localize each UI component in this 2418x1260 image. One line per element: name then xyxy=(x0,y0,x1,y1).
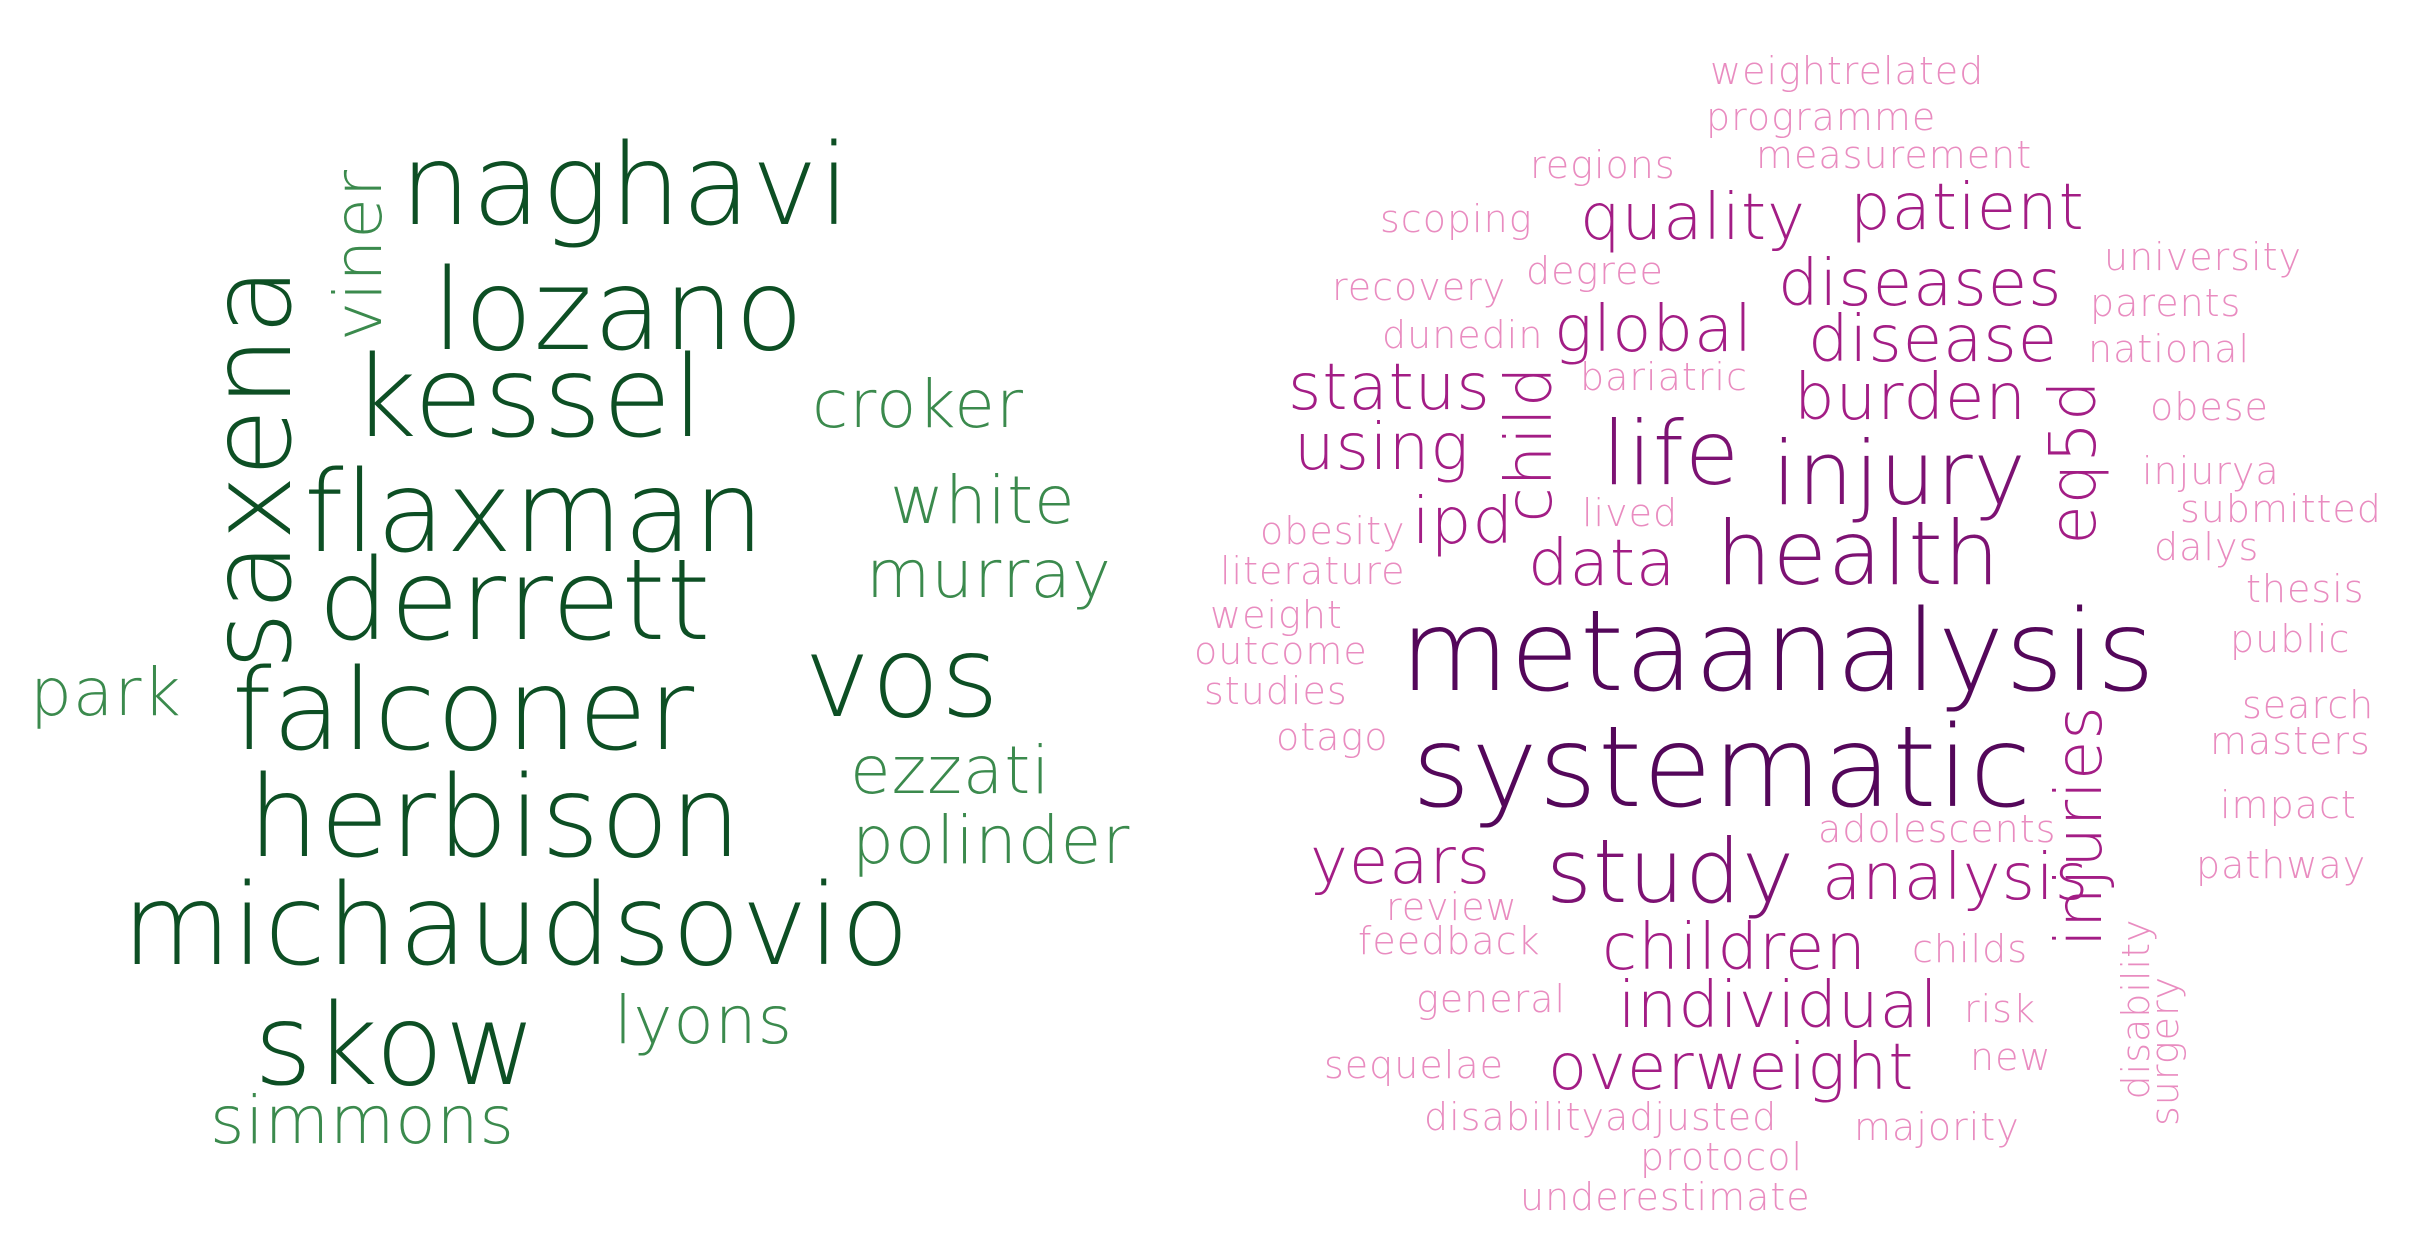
word-saxena: saxena xyxy=(187,265,317,670)
word-vos: vos xyxy=(804,613,1001,743)
word-analysis: analysis xyxy=(1822,841,2090,915)
word-general: general xyxy=(1416,977,1567,1021)
word-review: review xyxy=(1386,885,1518,929)
word-injurya: injurya xyxy=(2142,449,2280,493)
word-simmons: simmons xyxy=(210,1082,515,1159)
word-disabilityadjusted: disabilityadjusted xyxy=(1424,1095,1778,1139)
word-overweight: overweight xyxy=(1548,1031,1915,1105)
word-impact: impact xyxy=(2220,783,2357,827)
word-adolescents: adolescents xyxy=(1818,807,2057,851)
word-recovery: recovery xyxy=(1332,265,1507,309)
word-herbison: herbison xyxy=(248,753,743,883)
word-status: status xyxy=(1288,351,1491,425)
word-data: data xyxy=(1528,527,1677,601)
word-falconer: falconer xyxy=(232,646,696,776)
word-disease: disease xyxy=(1808,303,2059,377)
word-childs: childs xyxy=(1912,927,2029,971)
word-national: national xyxy=(2088,327,2251,371)
word-outcome: outcome xyxy=(1194,629,1368,673)
word-naghavi: naghavi xyxy=(400,121,851,251)
word-global: global xyxy=(1554,293,1753,367)
word-new: new xyxy=(1970,1035,2052,1079)
word-croker: croker xyxy=(812,366,1024,443)
word-programme: programme xyxy=(1706,95,1937,139)
word-pathway: pathway xyxy=(2196,843,2367,887)
word-children: children xyxy=(1602,911,1867,985)
word-obesity: obesity xyxy=(1260,509,1406,553)
word-measurement: measurement xyxy=(1756,133,2033,177)
word-thesis: thesis xyxy=(2246,567,2365,611)
word-risk: risk xyxy=(1964,987,2036,1031)
word-polinder: polinder xyxy=(852,802,1131,879)
word-search: search xyxy=(2242,683,2375,727)
word-otago: otago xyxy=(1276,715,1389,759)
word-bariatric: bariatric xyxy=(1580,355,1748,399)
word-years: years xyxy=(1310,825,1492,899)
word-scoping: scoping xyxy=(1380,197,1533,241)
word-dalys: dalys xyxy=(2154,525,2260,569)
word-submitted: submitted xyxy=(2180,487,2382,531)
word-burden: burden xyxy=(1794,361,2027,435)
word-weightrelated: weightrelated xyxy=(1710,49,1985,93)
word-lived: lived xyxy=(1582,491,1679,535)
word-using: using xyxy=(1294,411,1470,485)
word-degree: degree xyxy=(1526,249,1664,293)
word-ezzati: ezzati xyxy=(850,732,1051,809)
author-word-cloud: naghavi lozano kessel flaxman derrett fa… xyxy=(0,0,1190,1260)
word-literature: literature xyxy=(1220,549,1406,593)
word-systematic: systematic xyxy=(1412,703,2033,833)
word-patient: patient xyxy=(1850,171,2085,245)
word-kessel: kessel xyxy=(352,333,705,463)
word-flaxman: flaxman xyxy=(304,448,766,578)
word-lozano: lozano xyxy=(432,246,805,376)
word-individual: individual xyxy=(1618,969,1939,1043)
word-protocol: protocol xyxy=(1640,1135,1804,1179)
word-park: park xyxy=(30,654,182,731)
word-underestimate: underestimate xyxy=(1520,1175,1811,1219)
word-majority: majority xyxy=(1854,1105,2020,1149)
word-diseases: diseases xyxy=(1778,247,2063,321)
topic-word-cloud: weightrelated programme regions measurem… xyxy=(1190,0,2418,1260)
word-masters: masters xyxy=(2210,719,2371,763)
word-ipd: ipd xyxy=(1412,485,1515,559)
word-lyons: lyons xyxy=(614,982,793,1059)
word-white: white xyxy=(890,462,1076,539)
word-health: health xyxy=(1716,502,2001,605)
word-surgery: surgery xyxy=(2143,975,2187,1126)
word-viner: viner xyxy=(320,169,397,341)
word-parents: parents xyxy=(2090,281,2242,325)
word-weight: weight xyxy=(1210,593,1343,637)
word-dunedin: dunedin xyxy=(1382,313,1544,357)
word-obese: obese xyxy=(2150,385,2269,429)
word-skow: skow xyxy=(254,981,538,1111)
word-derrett: derrett xyxy=(318,536,712,666)
word-injury: injury xyxy=(1772,422,2027,525)
word-regions: regions xyxy=(1530,143,1676,187)
word-public: public xyxy=(2230,617,2351,661)
word-quality: quality xyxy=(1580,181,1806,255)
word-life: life xyxy=(1602,402,1741,505)
word-injuries: injuries xyxy=(2043,705,2117,947)
word-sequelae: sequelae xyxy=(1324,1043,1504,1087)
word-michaudsovio: michaudsovio xyxy=(122,861,911,991)
word-study: study xyxy=(1546,820,1796,923)
word-university: university xyxy=(2104,235,2302,279)
word-metaanalysis: metaanalysis xyxy=(1400,587,2157,717)
word-murray: murray xyxy=(866,536,1112,613)
word-eq5d: eq5d xyxy=(2037,379,2111,545)
word-feedback: feedback xyxy=(1358,919,1541,963)
word-studies: studies xyxy=(1204,669,1348,713)
